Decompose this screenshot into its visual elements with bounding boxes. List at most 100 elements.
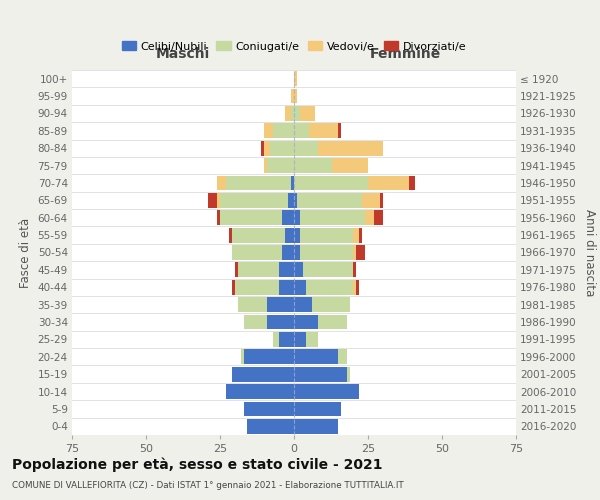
Bar — [294, 210, 300, 225]
Bar — [285, 228, 294, 242]
Bar — [265, 141, 271, 156]
Bar — [229, 228, 232, 242]
Bar — [297, 193, 362, 208]
Bar — [294, 158, 332, 173]
Bar — [294, 262, 303, 278]
Bar — [332, 158, 368, 173]
Bar — [235, 262, 238, 278]
Bar — [300, 106, 315, 121]
Bar — [238, 298, 268, 312]
Bar — [356, 280, 359, 294]
Y-axis label: Fasce di età: Fasce di età — [19, 218, 32, 288]
Bar — [362, 193, 380, 208]
Text: Maschi: Maschi — [156, 47, 210, 61]
Bar — [291, 176, 294, 190]
Text: Femmine: Femmine — [370, 47, 440, 61]
Bar — [356, 245, 365, 260]
Bar — [294, 367, 347, 382]
Bar — [294, 245, 300, 260]
Bar — [306, 332, 317, 347]
Bar — [244, 350, 294, 364]
Bar — [359, 228, 362, 242]
Bar — [303, 262, 353, 278]
Bar — [241, 350, 244, 364]
Bar — [294, 350, 338, 364]
Bar — [288, 193, 294, 208]
Bar — [294, 72, 297, 86]
Bar — [317, 141, 383, 156]
Bar — [268, 158, 294, 173]
Bar — [268, 298, 294, 312]
Text: Popolazione per età, sesso e stato civile - 2021: Popolazione per età, sesso e stato civil… — [12, 458, 383, 472]
Bar — [232, 367, 294, 382]
Bar — [306, 280, 353, 294]
Bar — [353, 228, 359, 242]
Bar — [374, 210, 383, 225]
Bar — [353, 245, 356, 260]
Bar — [232, 245, 282, 260]
Bar — [294, 402, 341, 416]
Bar — [217, 210, 220, 225]
Bar — [300, 228, 353, 242]
Bar — [365, 210, 374, 225]
Bar — [262, 141, 265, 156]
Bar — [291, 88, 294, 104]
Bar — [226, 176, 291, 190]
Bar — [238, 262, 279, 278]
Bar — [271, 141, 294, 156]
Bar — [294, 228, 300, 242]
Bar — [294, 88, 297, 104]
Bar — [317, 314, 347, 330]
Bar — [217, 193, 220, 208]
Bar — [226, 384, 294, 399]
Bar — [294, 298, 312, 312]
Bar — [265, 158, 268, 173]
Bar — [294, 314, 317, 330]
Bar — [380, 193, 383, 208]
Bar — [244, 314, 268, 330]
Bar — [279, 332, 294, 347]
Bar — [294, 141, 317, 156]
Bar — [265, 124, 273, 138]
Bar — [353, 262, 356, 278]
Bar — [300, 245, 353, 260]
Bar — [353, 280, 356, 294]
Bar — [309, 124, 338, 138]
Bar — [235, 280, 279, 294]
Bar — [291, 106, 294, 121]
Bar — [294, 384, 359, 399]
Bar — [282, 245, 294, 260]
Bar — [294, 193, 297, 208]
Bar — [347, 367, 350, 382]
Bar — [268, 314, 294, 330]
Bar — [294, 124, 309, 138]
Bar — [247, 419, 294, 434]
Bar — [294, 106, 300, 121]
Bar — [220, 210, 282, 225]
Bar — [368, 176, 409, 190]
Bar — [232, 280, 235, 294]
Bar — [285, 106, 291, 121]
Bar — [300, 210, 365, 225]
Bar — [273, 332, 279, 347]
Bar — [217, 176, 226, 190]
Bar — [294, 176, 368, 190]
Bar — [244, 402, 294, 416]
Y-axis label: Anni di nascita: Anni di nascita — [583, 209, 596, 296]
Bar — [294, 280, 306, 294]
Bar — [208, 193, 217, 208]
Bar — [409, 176, 415, 190]
Bar — [279, 262, 294, 278]
Legend: Celibi/Nubili, Coniugati/e, Vedovi/e, Divorziati/e: Celibi/Nubili, Coniugati/e, Vedovi/e, Di… — [119, 39, 469, 54]
Bar — [338, 124, 341, 138]
Bar — [232, 228, 285, 242]
Bar — [294, 332, 306, 347]
Bar — [273, 124, 294, 138]
Bar — [338, 350, 347, 364]
Text: COMUNE DI VALLEFIORITA (CZ) - Dati ISTAT 1° gennaio 2021 - Elaborazione TUTTITAL: COMUNE DI VALLEFIORITA (CZ) - Dati ISTAT… — [12, 481, 404, 490]
Bar — [312, 298, 350, 312]
Bar — [279, 280, 294, 294]
Bar — [220, 193, 288, 208]
Bar — [282, 210, 294, 225]
Bar — [294, 419, 338, 434]
